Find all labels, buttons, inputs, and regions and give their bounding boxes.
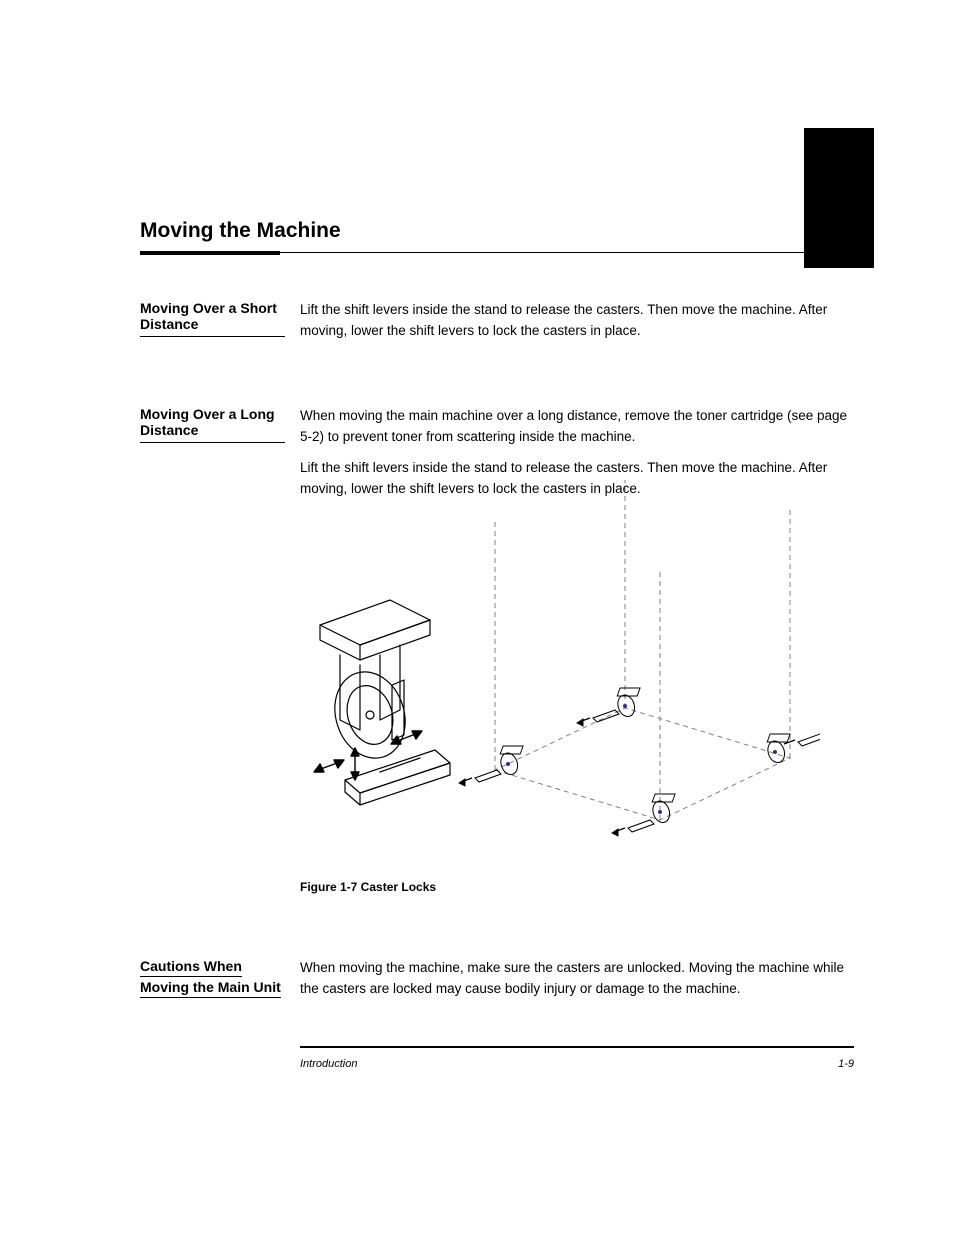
- sub1-body: Lift the shift levers inside the stand t…: [300, 300, 854, 342]
- sub2-title-text: Moving Over a Long Distance: [140, 406, 285, 443]
- section-rule-light: [280, 252, 864, 253]
- sub2-para-1: When moving the main machine over a long…: [300, 406, 854, 448]
- sub1-title-text: Moving Over a Short Distance: [140, 300, 285, 337]
- section-title: Moving the Machine: [140, 219, 864, 243]
- sub3-title-line1: Cautions When: [140, 958, 242, 977]
- page: Moving the Machine Moving Over a Short D…: [0, 0, 954, 1235]
- section-rule-heavy: [140, 251, 280, 255]
- figure-caster-locks: [300, 480, 820, 860]
- subsection-2-title: Moving Over a Long Distance: [140, 406, 285, 443]
- footer-rule: [300, 1046, 854, 1048]
- caster-diagram-svg: [300, 480, 820, 860]
- footer-right: 1-9: [838, 1058, 854, 1070]
- subsection-1-title: Moving Over a Short Distance: [140, 300, 285, 337]
- footer-left: Introduction: [300, 1058, 357, 1070]
- subsection-3-title: Cautions When Moving the Main Unit: [140, 958, 281, 998]
- section-header: Moving the Machine: [140, 219, 864, 259]
- sub3-body: When moving the machine, make sure the c…: [300, 958, 854, 1000]
- figure-caption: Figure 1-7 Caster Locks: [300, 880, 436, 894]
- sub3-title-line2: Moving the Main Unit: [140, 979, 281, 998]
